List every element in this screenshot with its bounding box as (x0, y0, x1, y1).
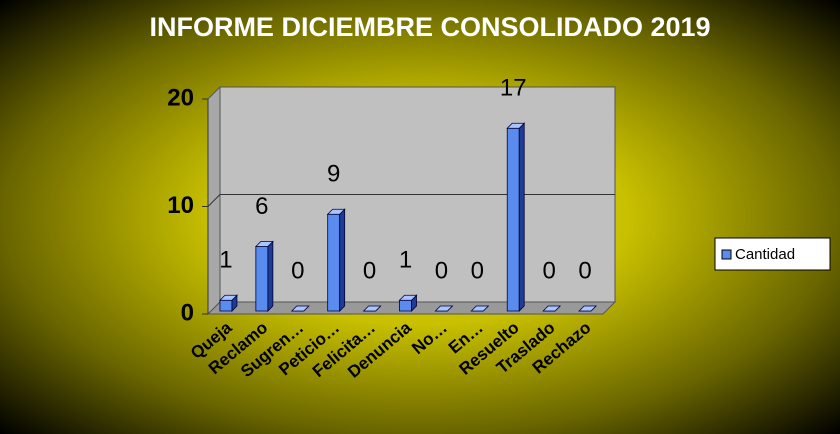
bar (398, 294, 418, 312)
bar-face (578, 305, 598, 312)
grid-line (207, 194, 221, 207)
bar-face (327, 213, 341, 312)
bar-face (470, 305, 490, 312)
bar (506, 122, 526, 312)
bar-face (506, 127, 520, 312)
data-label: 0 (471, 257, 484, 284)
data-label: 0 (435, 257, 448, 284)
data-label: 17 (500, 75, 527, 102)
bar-face (518, 122, 525, 312)
bar (290, 305, 310, 312)
bar-face (362, 305, 382, 312)
bar-face (219, 299, 233, 312)
data-label: 0 (542, 257, 555, 284)
data-label: 0 (363, 257, 376, 284)
data-label: 1 (399, 247, 412, 274)
bar (218, 294, 238, 312)
bar (542, 305, 562, 312)
legend-swatch (721, 249, 732, 260)
legend (714, 237, 831, 271)
bar (326, 208, 346, 312)
chart-title: INFORME DICIEMBRE CONSOLIDADO 2019 (149, 12, 711, 42)
data-label: 1 (219, 247, 232, 274)
y-tick-label: 0 (181, 299, 194, 326)
bar-face (218, 294, 238, 301)
bar-face (542, 305, 562, 312)
bar-face (255, 246, 269, 312)
bar-face (267, 240, 274, 312)
bar (254, 240, 274, 312)
data-label: 0 (291, 257, 304, 284)
bar-face (290, 305, 310, 312)
bar (578, 305, 598, 312)
bar-face (339, 208, 346, 312)
bar-face (434, 305, 454, 312)
bar-face (326, 208, 346, 215)
bar-face (399, 299, 412, 312)
bar-face (506, 122, 526, 129)
y-tick-label: 20 (167, 84, 194, 111)
bar (362, 305, 382, 312)
y-tick-label: 10 (167, 192, 194, 219)
data-label: 6 (255, 193, 268, 220)
bar-face (398, 294, 418, 301)
bar-face (254, 241, 274, 247)
x-tick-label: No… (408, 318, 451, 358)
data-label: 9 (327, 161, 340, 188)
bar (470, 305, 490, 312)
bar (434, 305, 454, 312)
data-label: 0 (578, 257, 591, 284)
legend-label: Cantidad (735, 246, 795, 263)
